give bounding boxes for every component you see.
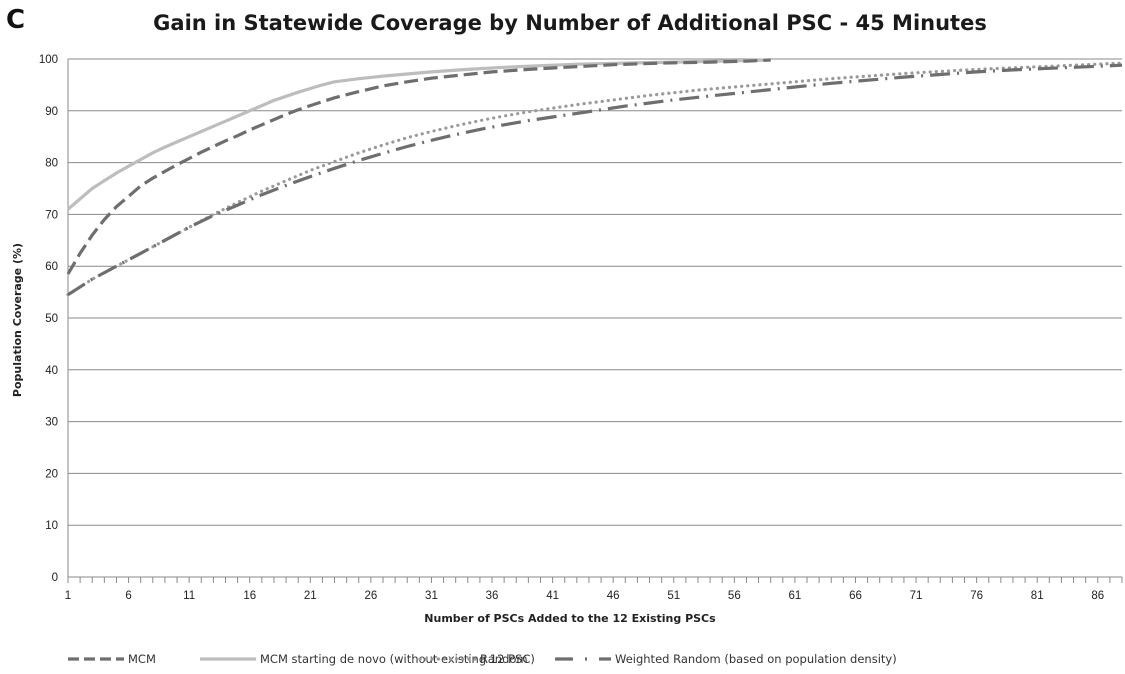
- y-tick-label: 20: [45, 468, 58, 480]
- series-line: [67, 63, 1123, 297]
- x-tick-label: 56: [728, 590, 741, 602]
- legend-label: MCM starting de novo (without existing 1…: [260, 652, 535, 666]
- y-tick-label: 10: [45, 520, 58, 532]
- y-tick-labels: 0 10 20 30 40 50 60 70 80 90 100: [39, 54, 58, 584]
- legend-label: Random: [480, 652, 528, 666]
- y-axis-title: Population Coverage (%): [11, 243, 24, 397]
- x-tick-label: 1: [65, 590, 71, 602]
- y-tick-label: 60: [45, 261, 58, 273]
- y-tick-label: 0: [52, 572, 58, 584]
- series-line: [66, 58, 771, 275]
- x-tick-label: 41: [546, 590, 559, 602]
- x-tick-label: 76: [970, 590, 983, 602]
- x-tick-labels: 1 6 11 16 21 26 31 36 41 46 51 56 61 66 71 76 81 86: [65, 577, 1123, 602]
- x-tick-label: 61: [788, 590, 801, 602]
- x-tick-label: 66: [849, 590, 862, 602]
- x-tick-label: 86: [1091, 590, 1104, 602]
- y-tick-label: 50: [45, 313, 58, 325]
- series-line: [66, 61, 1124, 297]
- y-tick-label: 100: [39, 54, 58, 66]
- y-tick-label: 80: [45, 158, 58, 170]
- y-tick-label: 30: [45, 417, 58, 429]
- y-tick-label: 90: [45, 106, 58, 118]
- legend-label: MCM: [128, 652, 156, 666]
- x-tick-label: 81: [1031, 590, 1044, 602]
- x-tick-label: 26: [364, 590, 377, 602]
- x-tick-label: 6: [125, 590, 131, 602]
- series-lines: [66, 58, 1124, 297]
- x-tick-label: 46: [607, 590, 620, 602]
- gridlines: [67, 58, 1122, 578]
- x-tick-label: 71: [910, 590, 923, 602]
- chart-title: Gain in Statewide Coverage by Number of …: [153, 11, 987, 35]
- y-tick-label: 70: [45, 209, 58, 221]
- x-axis-title: Number of PSCs Added to the 12 Existing …: [424, 612, 716, 625]
- x-tick-label: 31: [425, 590, 438, 602]
- legend-label: Weighted Random (based on population den…: [615, 652, 897, 666]
- panel-label: C: [6, 5, 25, 35]
- y-tick-label: 40: [45, 365, 58, 377]
- legend: MCM MCM starting de novo (without existin…: [68, 652, 897, 666]
- series-line: [66, 58, 771, 211]
- x-tick-label: 51: [667, 590, 680, 602]
- x-tick-label: 21: [304, 590, 317, 602]
- x-tick-label: 16: [243, 590, 256, 602]
- x-tick-label: 36: [486, 590, 499, 602]
- x-tick-label: 11: [183, 590, 195, 602]
